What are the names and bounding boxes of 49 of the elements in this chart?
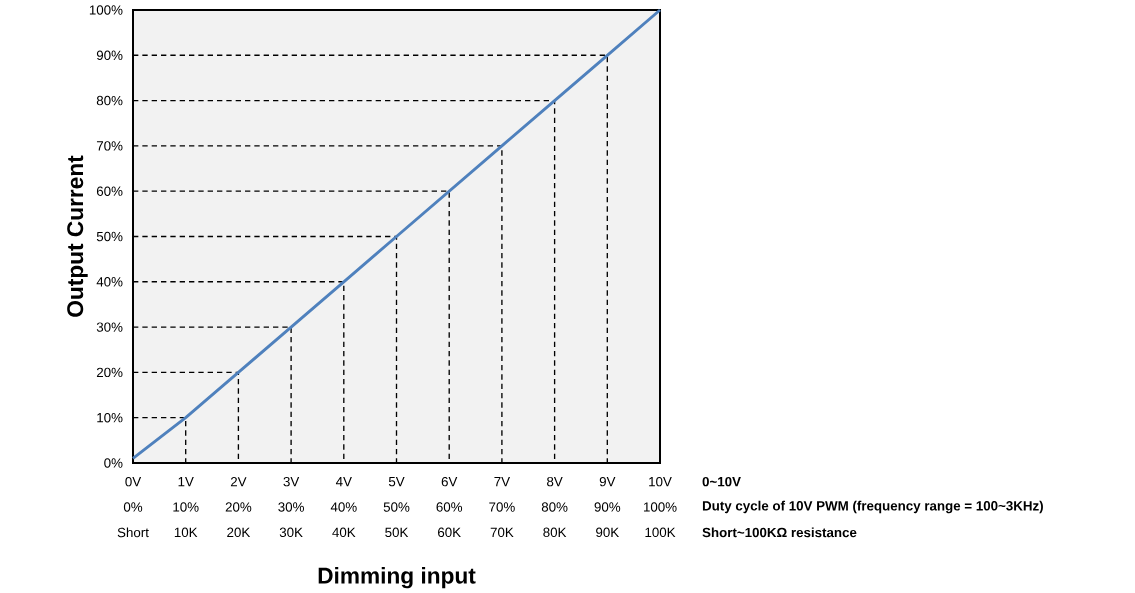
y-tick-label: 50% — [96, 231, 123, 242]
y-tick-label: 30% — [96, 322, 123, 332]
text: 100% — [643, 502, 677, 512]
y-tick-label: 20% — [96, 367, 123, 378]
x-tick-label: 10V — [649, 477, 672, 487]
text: 70% — [489, 502, 515, 512]
x-tick-label: 9V — [599, 477, 616, 487]
y-tick-label: 70% — [96, 141, 123, 151]
x-tick-label: 3V — [283, 477, 300, 487]
text: 20% — [225, 502, 252, 512]
x-tick-label: 6V — [441, 477, 458, 487]
text: 10K — [174, 527, 198, 538]
text: 30% — [278, 502, 304, 512]
y-tick-label: 10% — [97, 413, 123, 423]
text: 90K — [596, 527, 620, 538]
text: 10% — [173, 502, 199, 512]
text: 40% — [330, 502, 357, 512]
y-tick-label: 40% — [96, 277, 123, 287]
text: 0~10V — [702, 477, 741, 487]
text: 60% — [436, 502, 463, 512]
x-tick-label: 2V — [230, 477, 247, 487]
x-tick-label: 5V — [388, 477, 405, 487]
text: 100K — [645, 527, 676, 538]
text: 60K — [438, 527, 461, 538]
text: Duty cycle of 10V PWM (frequency range = 100~3KHz) — [702, 500, 1043, 514]
text: 80K — [543, 527, 567, 538]
text: 40K — [332, 527, 356, 538]
text: 30K — [279, 527, 303, 538]
text: 90% — [594, 502, 621, 512]
x-axis-title: Dimming input — [318, 567, 476, 589]
x-tick-label: 0V — [125, 477, 142, 487]
x-tick-label: 8V — [547, 477, 563, 487]
text: 0% — [123, 502, 143, 512]
y-axis-title: Output Current — [67, 155, 88, 317]
y-tick-label: 100% — [89, 5, 123, 15]
text: 20K — [227, 527, 251, 538]
text: Short~100KΩ resistance — [702, 527, 857, 538]
y-tick-label: 60% — [96, 186, 123, 197]
text: Short — [117, 527, 149, 538]
x-tick-label: 1V — [178, 477, 194, 487]
y-tick-label: 0% — [104, 458, 123, 468]
y-tick-label: 90% — [96, 50, 123, 61]
text: 80% — [541, 502, 568, 512]
text: 50K — [385, 527, 409, 538]
y-tick-label: 80% — [96, 96, 123, 106]
x-tick-label: 4V — [335, 477, 352, 487]
text: 70K — [490, 527, 514, 538]
x-tick-label: 7V — [494, 477, 511, 487]
text: 50% — [383, 502, 410, 512]
